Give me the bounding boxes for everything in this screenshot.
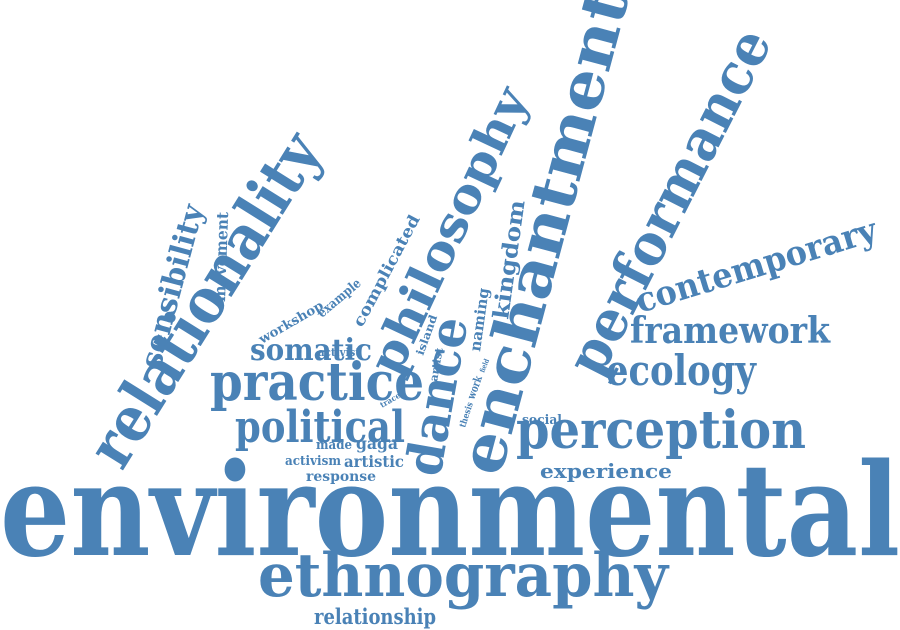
word-activism: activism <box>285 454 341 469</box>
word-ecology: ecology <box>606 346 757 395</box>
word-activist: activist <box>318 346 361 359</box>
word-framework: framework <box>630 310 831 352</box>
word-practice: practice <box>210 352 424 413</box>
word-somatic: somatic <box>250 333 372 368</box>
word-gaga: gaga <box>356 434 398 453</box>
word-made: made <box>316 438 352 453</box>
word-relationship: relationship <box>314 604 436 629</box>
word-response: response <box>306 469 376 485</box>
word-perception: perception <box>516 400 806 461</box>
word-movement: movement <box>210 211 232 302</box>
word-social: social <box>522 413 562 428</box>
word-artistic: artistic <box>344 452 404 471</box>
word-ethnography: ethnography <box>258 541 670 611</box>
word-experience: experience <box>540 459 672 483</box>
word-artist: artist <box>427 346 446 383</box>
word-environmental: environmental <box>0 436 900 586</box>
word-political: political <box>235 402 405 453</box>
